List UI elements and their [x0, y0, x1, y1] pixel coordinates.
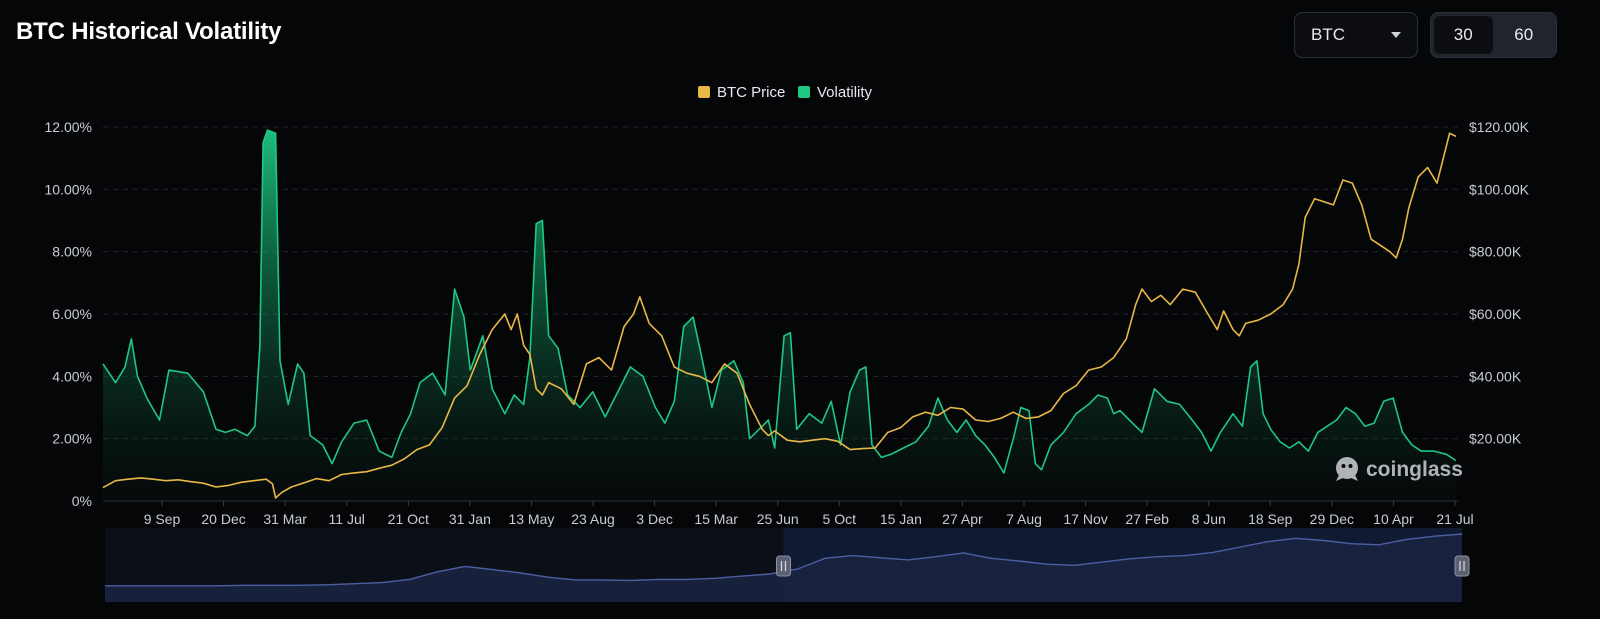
volatility-line — [102, 129, 1457, 474]
y-left-tick-label: 8.00% — [52, 244, 92, 260]
y-right-tick-label: $120.00K — [1469, 119, 1530, 135]
coinglass-watermark: coinglass — [1336, 457, 1463, 481]
legend-swatch-btc-price — [698, 86, 710, 98]
x-tick-label: 21 Jul — [1436, 511, 1473, 527]
y-axis-right: $20.00K $40.00K $60.00K $80.00K $100.00K $120… — [1469, 119, 1530, 447]
window-option-60[interactable]: 60 — [1514, 25, 1534, 44]
volatility-area — [103, 130, 1456, 501]
y-right-tick-label: $100.00K — [1469, 181, 1530, 197]
x-tick-label: 21 Oct — [388, 511, 429, 527]
watermark-text: coinglass — [1366, 458, 1463, 481]
legend-label-btc-price: BTC Price — [717, 84, 785, 101]
x-tick-label: 27 Apr — [942, 511, 983, 527]
y-left-tick-label: 6.00% — [52, 306, 92, 322]
x-tick-label: 7 Aug — [1006, 511, 1042, 527]
y-right-tick-label: $60.00K — [1469, 306, 1522, 322]
volatility-series — [102, 129, 1457, 501]
x-tick-label: 17 Nov — [1063, 511, 1107, 527]
x-axis: 9 Sep 20 Dec 31 Mar 11 Jul 21 Oct 31 Jan 13 Ma… — [144, 501, 1474, 527]
chart-legend[interactable]: BTC Price Volatility — [698, 84, 873, 101]
x-tick-label: 11 Jul — [329, 511, 365, 527]
page-title: BTC Historical Volatility — [16, 18, 282, 45]
x-tick-label: 10 Apr — [1373, 511, 1414, 527]
x-tick-label: 25 Jun — [757, 511, 799, 527]
navigator-handle-body — [1454, 555, 1470, 577]
y-axis-left: 0% 2.00% 4.00% 6.00% 8.00% 10.00% 12.00% — [45, 119, 92, 509]
navigator-handle-body — [776, 555, 791, 577]
y-left-tick-label: 12.00% — [45, 119, 92, 135]
x-tick-label: 29 Dec — [1310, 511, 1354, 527]
coinglass-logo-icon — [1336, 457, 1358, 481]
x-tick-label: 13 May — [508, 511, 554, 527]
x-tick-label: 31 Mar — [263, 511, 307, 527]
symbol-select[interactable]: BTC — [1294, 12, 1418, 58]
x-tick-label: 20 Dec — [201, 511, 245, 527]
x-tick-label: 15 Jan — [880, 511, 922, 527]
x-tick-label: 23 Aug — [571, 511, 615, 527]
range-navigator[interactable] — [105, 528, 1470, 602]
btc-price-line — [102, 132, 1457, 499]
x-tick-label: 15 Mar — [694, 511, 738, 527]
legend-swatch-volatility — [798, 86, 810, 98]
x-tick-label: 31 Jan — [449, 511, 491, 527]
chevron-down-icon — [1391, 32, 1401, 38]
x-tick-label: 9 Sep — [144, 511, 181, 527]
y-left-tick-label: 2.00% — [52, 431, 92, 447]
x-tick-label: 5 Oct — [823, 511, 857, 527]
navigator-handle-left[interactable] — [776, 555, 791, 577]
symbol-select-value: BTC — [1311, 25, 1345, 44]
y-right-tick-label: $80.00K — [1469, 244, 1522, 260]
window-option-30[interactable]: 30 — [1434, 16, 1493, 54]
x-tick-label: 3 Dec — [636, 511, 673, 527]
legend-label-volatility: Volatility — [817, 84, 873, 101]
y-left-tick-label: 10.00% — [45, 181, 92, 197]
window-toggle[interactable]: 30 60 — [1430, 12, 1557, 58]
x-tick-label: 27 Feb — [1125, 511, 1169, 527]
y-right-tick-label: $20.00K — [1469, 431, 1522, 447]
y-right-tick-label: $40.00K — [1469, 368, 1522, 384]
navigator-area — [105, 534, 1462, 602]
btc-price-series — [102, 132, 1457, 499]
x-tick-label: 18 Sep — [1248, 511, 1293, 527]
navigator-handle-right[interactable] — [1454, 555, 1470, 577]
y-left-tick-label: 4.00% — [52, 368, 92, 384]
x-tick-label: 8 Jun — [1192, 511, 1226, 527]
y-left-tick-label: 0% — [72, 493, 92, 509]
